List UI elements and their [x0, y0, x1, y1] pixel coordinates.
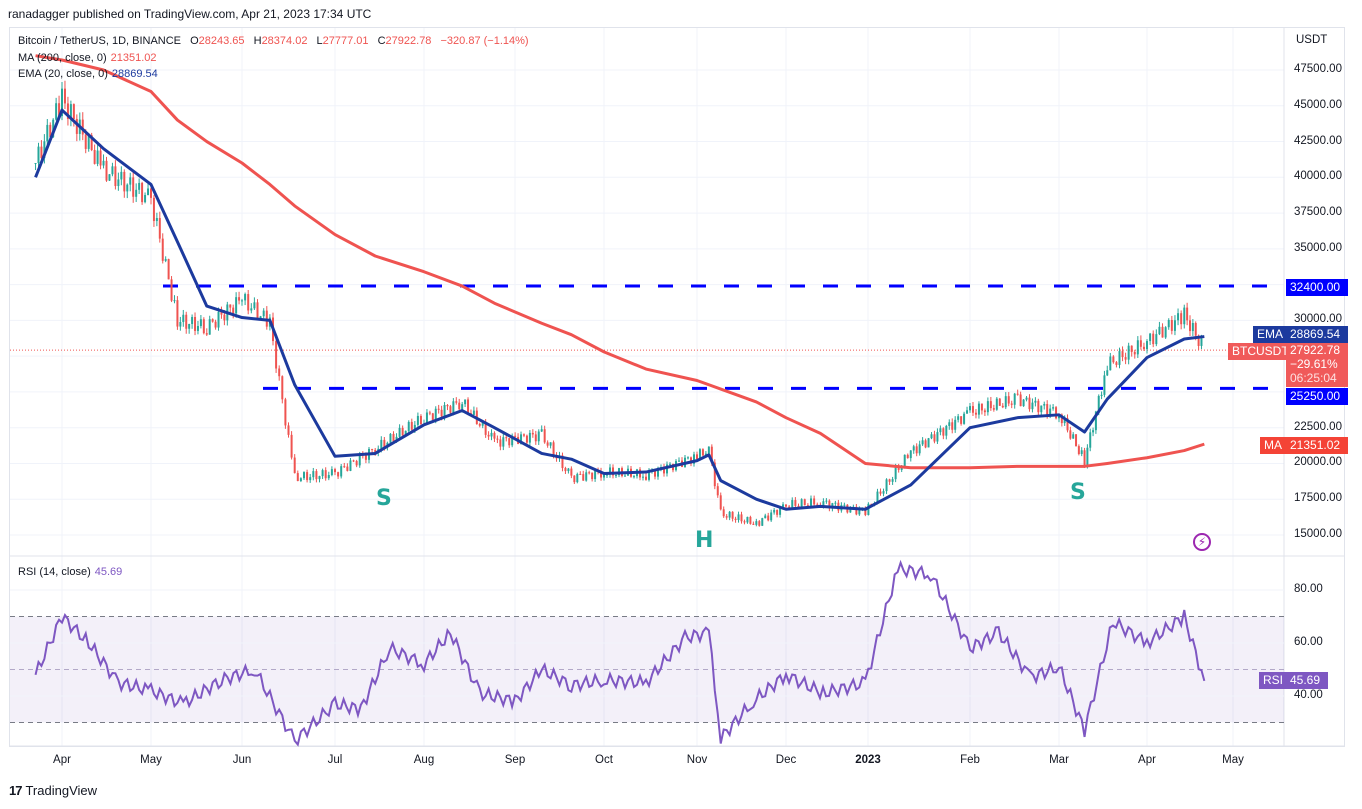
support-level-tag: 25250.00 — [1286, 388, 1348, 405]
symbol-title[interactable]: Bitcoin / TetherUS, 1D, BINANCE — [18, 35, 182, 47]
price-tick: 37500.00 — [1294, 206, 1342, 219]
ma-legend[interactable]: MA (200, close, 0) 21351.02 — [18, 52, 157, 64]
rsi-tag-value: 45.69 — [1286, 672, 1328, 689]
rsi-tick: 40.00 — [1294, 689, 1323, 701]
time-tick: Nov — [686, 754, 708, 766]
high-label: H — [253, 35, 262, 47]
ma-tag-value: 21351.02 — [1286, 437, 1348, 454]
rsi-legend-value: 45.69 — [94, 566, 123, 578]
ema-legend-label: EMA (20, close, 0) — [18, 68, 108, 80]
price-tick: 20000.00 — [1294, 456, 1342, 469]
close-label: C — [377, 35, 386, 47]
low-label: L — [316, 35, 323, 47]
right-shoulder-label: S — [1070, 480, 1086, 505]
symbol-tag: BTCUSDT — [1228, 343, 1293, 360]
rsi-legend[interactable]: RSI (14, close) 45.69 — [18, 566, 122, 578]
time-tick: Apr — [53, 754, 71, 766]
tradingview-brand: TradingView — [25, 783, 98, 798]
price-tick: 45000.00 — [1294, 98, 1342, 111]
time-tick: Oct — [595, 754, 613, 766]
head-label: H — [695, 528, 714, 553]
ema-legend[interactable]: EMA (20, close, 0) 28869.54 — [18, 68, 158, 80]
lightning-icon[interactable]: ⚡ — [1193, 533, 1211, 551]
time-tick: Jul — [327, 754, 343, 766]
currency-label: USDT — [1296, 34, 1328, 46]
low-value: 27777.01 — [322, 35, 369, 47]
time-tick: Mar — [1049, 754, 1069, 766]
resistance-level-tag: 32400.00 — [1286, 279, 1348, 296]
time-tick: Apr — [1138, 754, 1156, 766]
open-label: O — [190, 35, 199, 47]
change-value: −320.87 (−1.14%) — [440, 35, 529, 47]
publisher-line: ranadagger published on TradingView.com,… — [8, 7, 372, 21]
ema-tag-value: 28869.54 — [1286, 326, 1348, 343]
time-tick: 2023 — [855, 754, 881, 766]
price-tick: 30000.00 — [1294, 313, 1342, 326]
time-tick: Sep — [504, 754, 526, 766]
last-change: −29.61% — [1290, 357, 1338, 371]
symbol-legend: Bitcoin / TetherUS, 1D, BINANCE O28243.6… — [18, 35, 529, 47]
close-value: 27922.78 — [385, 35, 432, 47]
price-tick: 17500.00 — [1294, 492, 1342, 505]
rsi-tick: 60.00 — [1294, 636, 1323, 648]
time-tick: Jun — [232, 754, 252, 766]
price-tick: 15000.00 — [1294, 528, 1342, 540]
price-tick: 47500.00 — [1294, 63, 1342, 75]
price-tick: 35000.00 — [1294, 241, 1342, 254]
rsi-tick: 80.00 — [1294, 583, 1323, 595]
time-tick: Feb — [960, 754, 980, 766]
ma-tag-label: MA — [1260, 437, 1286, 454]
tradingview-logo-icon: 17 — [9, 783, 23, 798]
high-value: 28374.02 — [261, 35, 308, 47]
last-price-box: 27922.78 −29.61% 06:25:04 — [1286, 343, 1348, 387]
ema-legend-value: 28869.54 — [111, 68, 158, 80]
time-tick: May — [1222, 754, 1244, 766]
ema-tag-label: EMA — [1253, 326, 1288, 343]
rsi-tag-label: RSI — [1259, 672, 1288, 689]
price-tick: 40000.00 — [1294, 170, 1342, 183]
time-tick: Aug — [413, 754, 435, 766]
price-tick: 42500.00 — [1294, 134, 1342, 147]
ma-legend-value: 21351.02 — [110, 52, 157, 64]
price-tick: 22500.00 — [1294, 420, 1342, 433]
ma-legend-label: MA (200, close, 0) — [18, 52, 107, 64]
left-shoulder-label: S — [376, 486, 392, 511]
bar-countdown: 06:25:04 — [1290, 371, 1337, 385]
rsi-legend-label: RSI (14, close) — [18, 566, 91, 578]
time-tick: May — [140, 754, 162, 766]
tradingview-logo[interactable]: 17 TradingView — [9, 783, 97, 798]
open-value: 28243.65 — [198, 35, 245, 47]
time-tick: Dec — [775, 754, 797, 766]
last-price: 27922.78 — [1290, 343, 1341, 357]
